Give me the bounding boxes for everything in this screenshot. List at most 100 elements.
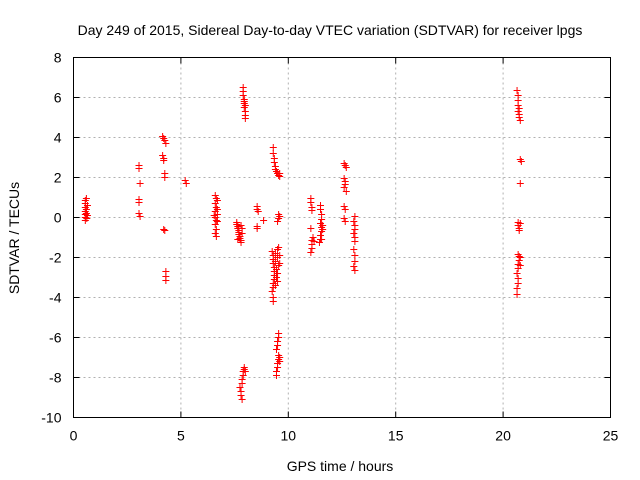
data-point (269, 150, 277, 157)
data-point (318, 216, 326, 223)
x-tick-label: 10 (281, 428, 297, 444)
data-point (513, 285, 521, 292)
data-point (269, 144, 277, 151)
data-point (514, 102, 522, 109)
data-point (212, 233, 220, 240)
data-point (342, 164, 350, 171)
data-point (211, 230, 219, 237)
x-axis-label: GPS time / hours (287, 458, 394, 474)
data-point (516, 220, 524, 227)
y-tick-label: -10 (41, 410, 61, 426)
data-point (260, 217, 268, 224)
data-point (162, 140, 170, 147)
data-point (307, 225, 315, 232)
data-point (135, 165, 143, 172)
data-point (83, 212, 91, 219)
data-point (317, 206, 325, 213)
data-point (516, 254, 524, 261)
data-point (182, 180, 190, 187)
data-point (160, 157, 168, 164)
data-point (341, 218, 349, 225)
data-point (82, 195, 90, 202)
x-tick-label: 5 (177, 428, 185, 444)
data-point (83, 202, 91, 209)
data-point (272, 346, 280, 353)
data-point (274, 218, 282, 225)
data-point (517, 158, 525, 165)
data-point (274, 270, 282, 277)
data-point (274, 278, 282, 285)
data-point (275, 330, 283, 337)
data-point (237, 222, 245, 229)
data-point (275, 244, 283, 251)
data-point (351, 267, 359, 274)
data-point (268, 288, 276, 295)
data-point (516, 262, 524, 269)
data-point (239, 92, 247, 99)
gridlines (73, 57, 611, 418)
data-point (516, 180, 524, 187)
data-point (513, 270, 521, 277)
y-tick-label: -6 (49, 330, 62, 346)
data-point (350, 263, 358, 270)
data-point (351, 252, 359, 259)
data-point (136, 213, 144, 220)
data-point (309, 234, 317, 241)
data-point (307, 199, 315, 206)
y-tick-label: -2 (49, 250, 62, 266)
data-point (211, 214, 219, 221)
y-tick-label: -4 (49, 290, 62, 306)
data-point (237, 392, 245, 399)
axes: 0 5 10 15 20 25 -10 -8 -6 -4 -2 0 2 4 6 8 (41, 50, 618, 444)
data-point (159, 152, 167, 159)
data-point (237, 239, 245, 246)
data-point (238, 396, 246, 403)
y-tick-label: 0 (54, 210, 62, 226)
data-point (240, 98, 248, 105)
data-point (271, 250, 279, 257)
data-point (310, 238, 318, 245)
data-point (272, 274, 280, 281)
data-point (315, 239, 323, 246)
data-point (515, 257, 523, 264)
x-tick-label: 20 (495, 428, 511, 444)
data-point (270, 159, 278, 166)
data-point (341, 206, 349, 213)
data-point (83, 215, 91, 222)
data-point (162, 277, 170, 284)
data-point (317, 236, 325, 243)
y-tick-label: 8 (54, 50, 62, 66)
data-point (269, 298, 277, 305)
data-point (181, 177, 189, 184)
data-point (516, 117, 524, 124)
data-point (308, 207, 316, 214)
data-point (340, 184, 348, 191)
x-tick-label: 15 (388, 428, 404, 444)
data-point (307, 249, 315, 256)
data-point (213, 218, 221, 225)
data-point (515, 227, 523, 234)
data-point (271, 282, 279, 289)
data-point (212, 217, 220, 224)
data-point (340, 215, 348, 222)
x-tick-label: 25 (603, 428, 619, 444)
data-point (135, 210, 143, 217)
data-point (253, 225, 261, 232)
data-point (213, 206, 221, 213)
plot-area-border (73, 57, 611, 418)
data-point (238, 376, 246, 383)
data-point (238, 230, 246, 237)
data-point (514, 108, 522, 115)
data-point (241, 368, 249, 375)
data-point (276, 260, 284, 267)
data-point (514, 280, 522, 287)
data-point (350, 218, 358, 225)
data-point (160, 226, 168, 233)
data-point (161, 227, 169, 234)
y-axis-label: SDTVAR / TECUs (6, 182, 22, 294)
data-point (272, 266, 280, 273)
data-point (350, 230, 358, 237)
data-point (513, 291, 521, 298)
data-point (341, 181, 349, 188)
